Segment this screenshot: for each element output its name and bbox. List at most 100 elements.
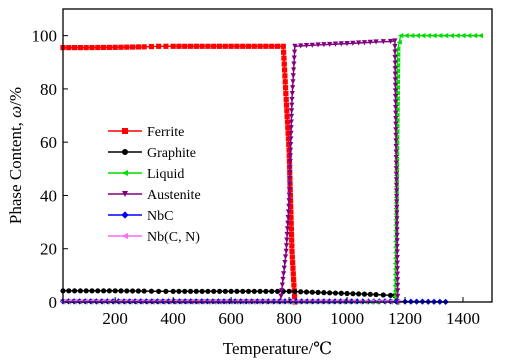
- data-point: [141, 288, 147, 294]
- data-point: [392, 49, 398, 55]
- data-point: [282, 85, 289, 91]
- data-point: [361, 291, 368, 297]
- data-point: [289, 243, 295, 249]
- legend-label: Liquid: [147, 167, 184, 182]
- data-point: [394, 106, 400, 113]
- x-tick-label: 1200: [388, 309, 422, 328]
- data-point: [283, 248, 289, 254]
- x-tick-label: 400: [160, 309, 186, 328]
- data-point: [414, 33, 420, 39]
- data-point: [251, 43, 257, 49]
- data-point: [393, 177, 400, 183]
- data-point: [332, 290, 339, 296]
- data-point: [387, 292, 394, 298]
- data-point: [228, 288, 234, 294]
- data-point: [288, 209, 294, 215]
- legend-label: Austenite: [147, 188, 201, 203]
- data-point: [269, 288, 275, 294]
- data-point: [356, 40, 362, 46]
- data-point: [205, 288, 211, 294]
- data-point: [163, 288, 169, 294]
- data-point: [285, 130, 291, 136]
- data-point: [100, 44, 107, 51]
- data-point: [83, 45, 89, 51]
- data-point: [472, 33, 478, 39]
- data-point: [373, 39, 379, 45]
- y-tick-label: 40: [40, 186, 57, 205]
- legend-item-nb-c-n: Nb(C, N): [108, 230, 200, 245]
- data-point: [234, 288, 240, 294]
- data-point: [124, 44, 130, 50]
- data-point: [283, 102, 290, 108]
- data-point: [281, 55, 287, 61]
- data-point: [394, 139, 400, 146]
- data-point: [282, 79, 288, 85]
- data-point: [395, 288, 401, 294]
- legend-label: NbC: [147, 209, 173, 224]
- data-point: [394, 216, 400, 222]
- data-point: [454, 33, 460, 39]
- data-point: [269, 43, 275, 49]
- data-point: [156, 43, 162, 49]
- data-point: [281, 49, 287, 55]
- data-point: [234, 43, 240, 49]
- data-point: [291, 49, 298, 55]
- data-point: [129, 288, 136, 294]
- data-point: [83, 288, 89, 294]
- data-point: [287, 153, 293, 159]
- x-tick-label: 600: [218, 309, 244, 328]
- data-point: [327, 41, 333, 48]
- data-point: [394, 243, 400, 250]
- data-point: [393, 105, 399, 111]
- data-point: [283, 91, 289, 97]
- data-point: [393, 143, 399, 150]
- data-point: [392, 99, 399, 105]
- data-point: [66, 288, 72, 294]
- data-point: [395, 57, 401, 63]
- data-point: [135, 288, 141, 294]
- data-point: [403, 33, 409, 39]
- data-point: [283, 243, 290, 249]
- data-point: [290, 85, 296, 91]
- data-point: [292, 288, 298, 295]
- data-point: [289, 102, 295, 108]
- data-point: [289, 254, 295, 260]
- data-point: [288, 136, 294, 142]
- data-point: [285, 136, 292, 142]
- data-point: [393, 188, 400, 194]
- data-point: [211, 288, 217, 294]
- data-point: [286, 181, 293, 187]
- data-point: [394, 221, 400, 227]
- data-point: [332, 41, 339, 47]
- data-point: [100, 288, 107, 294]
- data-point: [394, 266, 401, 272]
- series-line-austenite: [63, 40, 399, 303]
- data-point: [279, 282, 285, 288]
- data-point: [281, 67, 288, 73]
- data-point: [290, 271, 296, 277]
- series-line-liquid: [63, 34, 481, 303]
- data-point: [289, 237, 295, 243]
- data-point: [350, 291, 356, 297]
- data-point: [222, 43, 228, 49]
- data-point: [205, 43, 211, 49]
- data-point: [437, 33, 443, 39]
- data-point: [425, 33, 432, 39]
- data-point: [285, 220, 291, 226]
- data-point: [287, 198, 294, 204]
- data-point: [71, 45, 78, 51]
- data-point: [135, 44, 141, 50]
- legend-item-austenite: Austenite: [108, 188, 201, 203]
- data-point: [395, 62, 401, 69]
- legend-marker: [122, 128, 128, 134]
- data-point: [392, 60, 398, 66]
- data-point: [289, 96, 295, 103]
- data-point: [443, 33, 449, 39]
- data-point: [66, 45, 72, 51]
- data-point: [176, 288, 182, 294]
- plot-marks: [59, 33, 484, 305]
- data-point: [274, 43, 281, 49]
- data-point: [298, 289, 304, 295]
- data-point: [460, 33, 466, 39]
- data-point: [106, 288, 112, 294]
